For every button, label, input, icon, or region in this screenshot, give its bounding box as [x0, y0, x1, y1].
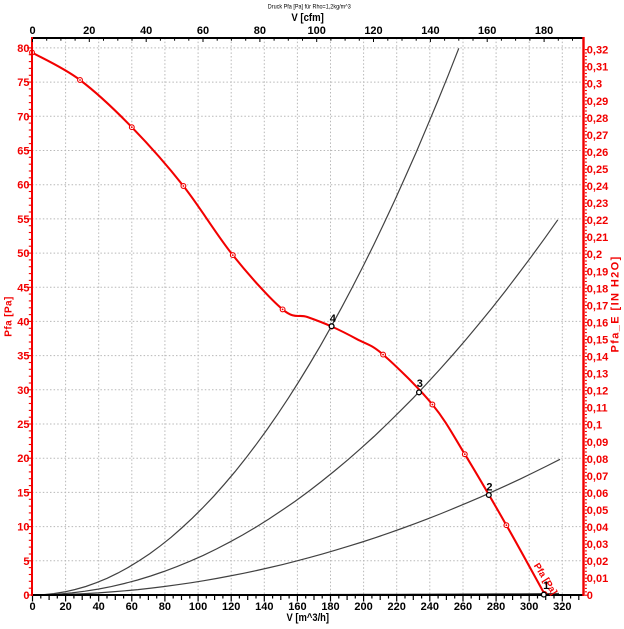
svg-text:Druck Pfa [Pa] für Rho=1,2kg/m: Druck Pfa [Pa] für Rho=1,2kg/m^3 — [268, 3, 351, 10]
svg-text:80: 80 — [159, 601, 171, 613]
svg-text:120: 120 — [364, 25, 382, 37]
svg-text:280: 280 — [487, 601, 505, 613]
svg-text:5: 5 — [23, 556, 29, 568]
svg-text:0,32: 0,32 — [587, 45, 608, 57]
svg-text:0,16: 0,16 — [587, 317, 608, 329]
svg-text:0: 0 — [587, 590, 593, 602]
svg-text:0,2: 0,2 — [587, 249, 602, 261]
svg-text:30: 30 — [17, 385, 29, 397]
svg-text:55: 55 — [17, 214, 29, 226]
svg-text:0,04: 0,04 — [587, 522, 609, 534]
svg-text:0,12: 0,12 — [587, 386, 608, 398]
svg-text:50: 50 — [17, 248, 29, 260]
svg-text:40: 40 — [93, 601, 105, 613]
svg-text:0,1: 0,1 — [587, 420, 602, 432]
svg-text:100: 100 — [308, 25, 326, 37]
svg-text:160: 160 — [288, 601, 306, 613]
svg-text:0: 0 — [29, 601, 35, 613]
svg-text:0,07: 0,07 — [587, 471, 608, 483]
svg-text:0,18: 0,18 — [587, 283, 608, 295]
svg-text:120: 120 — [222, 601, 240, 613]
svg-text:0,05: 0,05 — [587, 505, 608, 517]
svg-text:0,26: 0,26 — [587, 147, 608, 159]
svg-text:300: 300 — [520, 601, 538, 613]
svg-text:20: 20 — [17, 453, 29, 465]
svg-text:70: 70 — [17, 111, 29, 123]
svg-text:0,14: 0,14 — [587, 352, 609, 364]
svg-text:0: 0 — [23, 590, 29, 602]
svg-text:65: 65 — [17, 146, 29, 158]
svg-text:0,24: 0,24 — [587, 181, 609, 193]
svg-text:0,15: 0,15 — [587, 335, 608, 347]
svg-text:0,29: 0,29 — [587, 96, 608, 108]
svg-text:10: 10 — [17, 522, 29, 534]
svg-text:60: 60 — [197, 25, 209, 37]
svg-text:0,23: 0,23 — [587, 198, 608, 210]
svg-text:220: 220 — [388, 601, 406, 613]
svg-text:0,19: 0,19 — [587, 266, 608, 278]
svg-text:0: 0 — [29, 25, 35, 37]
svg-text:0,06: 0,06 — [587, 488, 608, 500]
svg-text:2: 2 — [486, 481, 492, 493]
svg-text:180: 180 — [535, 25, 553, 37]
svg-text:Pfa [Pa]: Pfa [Pa] — [4, 296, 15, 336]
svg-text:100: 100 — [189, 601, 207, 613]
svg-text:60: 60 — [17, 180, 29, 192]
svg-text:0,28: 0,28 — [587, 113, 608, 125]
svg-text:45: 45 — [17, 282, 29, 294]
svg-text:25: 25 — [17, 419, 29, 431]
svg-text:180: 180 — [321, 601, 339, 613]
svg-text:200: 200 — [354, 601, 372, 613]
svg-text:35: 35 — [17, 351, 29, 363]
svg-text:0,11: 0,11 — [587, 403, 608, 415]
svg-text:0,03: 0,03 — [587, 539, 608, 551]
svg-text:0,25: 0,25 — [587, 164, 608, 176]
svg-text:75: 75 — [17, 77, 29, 89]
svg-text:0,08: 0,08 — [587, 454, 608, 466]
svg-text:0,01: 0,01 — [587, 573, 608, 585]
svg-text:20: 20 — [59, 601, 71, 613]
svg-text:V [cfm]: V [cfm] — [291, 12, 324, 24]
svg-text:0,31: 0,31 — [587, 62, 608, 74]
svg-text:80: 80 — [254, 25, 266, 37]
svg-text:40: 40 — [140, 25, 152, 37]
svg-text:20: 20 — [83, 25, 95, 37]
svg-text:60: 60 — [126, 601, 138, 613]
svg-text:140: 140 — [255, 601, 273, 613]
svg-text:320: 320 — [553, 601, 571, 613]
svg-text:Pfa_E [IN H2O]: Pfa_E [IN H2O] — [609, 255, 621, 352]
svg-text:0,21: 0,21 — [587, 232, 608, 244]
svg-text:0,09: 0,09 — [587, 437, 608, 449]
svg-text:4: 4 — [330, 313, 337, 325]
svg-text:0,17: 0,17 — [587, 300, 608, 312]
svg-text:0,02: 0,02 — [587, 556, 608, 568]
svg-text:V [m^3/h]: V [m^3/h] — [287, 612, 330, 624]
svg-text:240: 240 — [421, 601, 439, 613]
svg-text:0,22: 0,22 — [587, 215, 608, 227]
svg-text:3: 3 — [417, 378, 423, 390]
svg-text:40: 40 — [17, 316, 29, 328]
svg-text:260: 260 — [454, 601, 472, 613]
svg-text:15: 15 — [17, 487, 29, 499]
svg-text:0,3: 0,3 — [587, 79, 602, 91]
svg-text:1: 1 — [543, 580, 549, 592]
svg-text:160: 160 — [478, 25, 496, 37]
svg-text:80: 80 — [17, 43, 29, 55]
svg-text:0,27: 0,27 — [587, 130, 608, 142]
svg-text:0,13: 0,13 — [587, 369, 608, 381]
svg-text:140: 140 — [421, 25, 439, 37]
